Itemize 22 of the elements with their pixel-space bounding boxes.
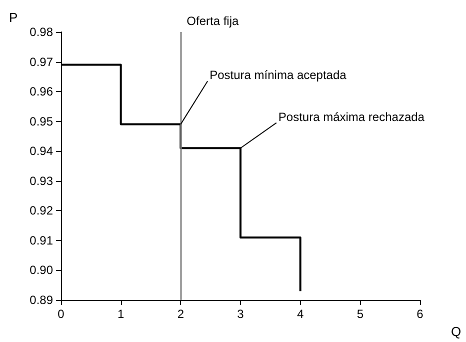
- y-tick-label: 0.95: [30, 114, 54, 128]
- y-tick-label: 0.96: [30, 84, 54, 99]
- annotation: Postura mínima aceptada: [210, 68, 347, 82]
- x-tick-label: 2: [177, 307, 184, 321]
- annotation: Postura máxima rechazada: [278, 110, 425, 124]
- x-tick-label: 0: [58, 307, 65, 321]
- y-tick-label: 0.94: [30, 144, 54, 158]
- y-tick-label: 0.90: [30, 263, 54, 278]
- y-tick-label: 0.98: [30, 25, 54, 39]
- y-axis-title: P: [9, 10, 18, 25]
- x-tick-label: 1: [117, 307, 124, 321]
- y-tick-label: 0.93: [30, 174, 54, 188]
- y-tick-label: 0.97: [30, 54, 54, 69]
- x-axis-title: Q: [451, 324, 462, 339]
- ref-line-label: Oferta fija: [186, 14, 240, 28]
- x-tick-label: 4: [296, 307, 304, 321]
- x-tick-label: 5: [356, 307, 364, 321]
- x-tick-label: 3: [237, 307, 244, 321]
- y-tick-label: 0.91: [30, 233, 54, 248]
- y-tick-label: 0.89: [30, 293, 54, 307]
- x-tick-label: 6: [416, 307, 424, 321]
- y-tick-label: 0.92: [30, 204, 54, 218]
